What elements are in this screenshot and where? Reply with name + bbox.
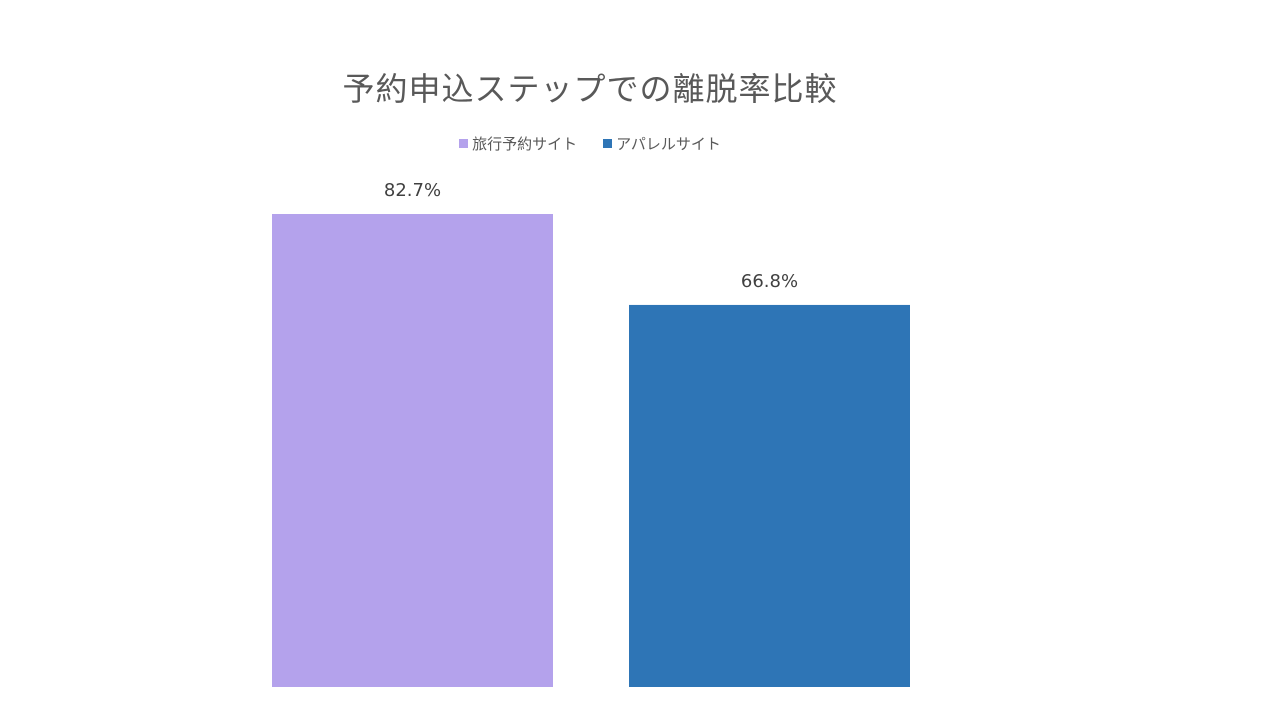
bar-travel <box>272 214 553 687</box>
legend-swatch-travel <box>459 139 469 148</box>
legend-label-apparel: アパレルサイト <box>616 135 721 153</box>
data-label-travel: 82.7% <box>384 180 441 201</box>
bar-apparel <box>629 304 910 687</box>
data-label-apparel: 66.8% <box>741 271 798 292</box>
legend-label-travel: 旅行予約サイト <box>472 135 578 153</box>
legend-item-apparel: アパレルサイト <box>603 133 721 154</box>
legend-item-travel: 旅行予約サイト <box>459 133 577 154</box>
chart-legend: 旅行予約サイト アパレルサイト <box>400 133 780 154</box>
legend-swatch-apparel <box>603 139 613 148</box>
chart-title: 予約申込ステップでの離脱率比較 <box>342 70 838 108</box>
